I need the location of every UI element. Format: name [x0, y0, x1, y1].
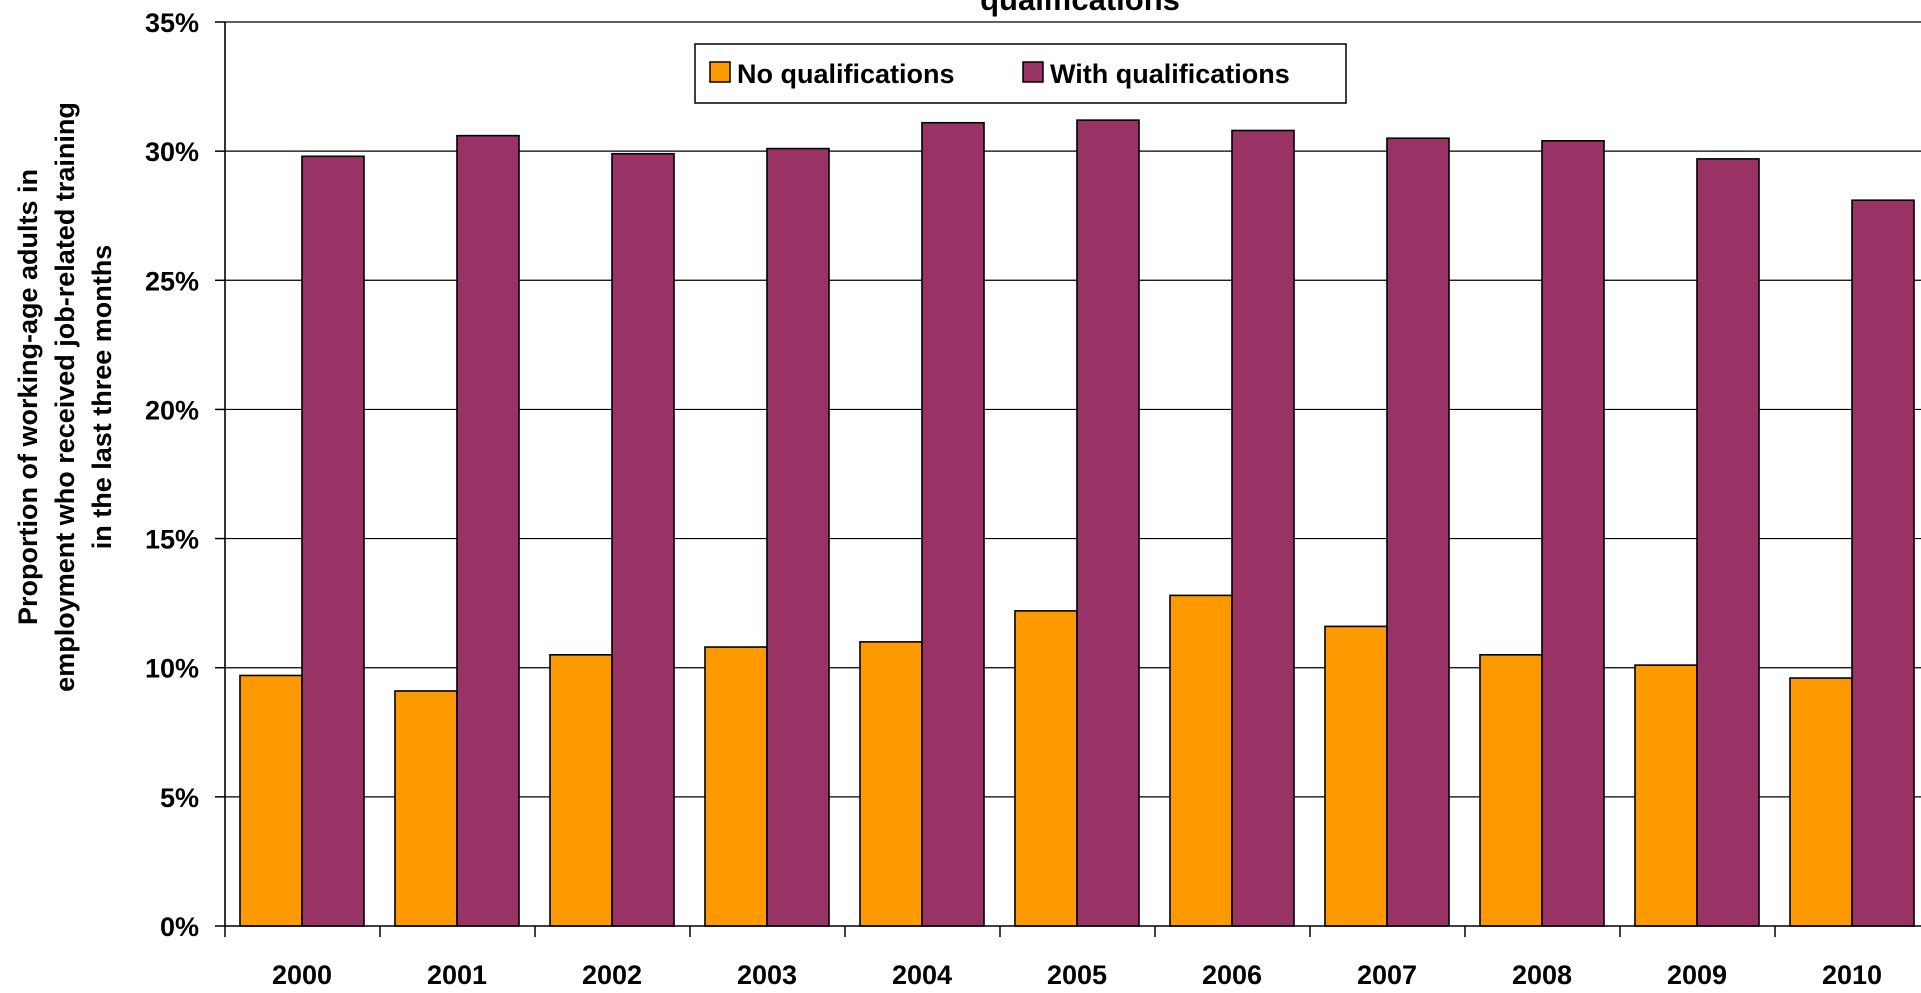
- legend-box: [694, 43, 1347, 104]
- x-tick-label: 2000: [272, 960, 332, 988]
- bars: [239, 119, 1915, 927]
- x-tick-labels: 2000 2001 2002 2003 2004 2005 2006 2007 2008 2009…: [272, 960, 1882, 990]
- legend: No qualifications With qualifications: [694, 43, 1347, 104]
- bar-with-qualifications-2009: [1696, 158, 1760, 927]
- bar-with-qualifications-2007: [1386, 137, 1450, 927]
- bar-with-qualifications-2001: [456, 134, 520, 927]
- bar-with-qualifications-2005: [1076, 119, 1140, 927]
- bar-with-qualifications-2003: [766, 147, 830, 927]
- y-axis-label: Proportion of working-age adults in empl…: [13, 102, 117, 692]
- bar-no-qualifications-2006: [1169, 594, 1233, 927]
- y-tick-label: 30%: [145, 137, 199, 167]
- legend-label-with-qualifications: With qualifications: [1050, 59, 1290, 89]
- y-tick-labels: 0% 5% 10% 15% 20% 25% 30% 35%: [145, 8, 199, 942]
- axes: [224, 22, 1921, 937]
- x-tick-label: 2005: [1047, 960, 1107, 988]
- y-tick-label: 10%: [145, 654, 199, 684]
- x-tick-label: 2008: [1512, 960, 1572, 988]
- x-tick-label: 2004: [892, 960, 952, 988]
- y-tick-label: 35%: [145, 8, 199, 38]
- y-tick-label: 15%: [145, 525, 199, 555]
- bar-with-qualifications-2008: [1541, 140, 1605, 927]
- y-axis-label-line-1: Proportion of working-age adults in: [13, 169, 43, 625]
- x-tick-label: 2009: [1667, 960, 1727, 988]
- x-tick-label: 2001: [427, 960, 487, 988]
- bar-with-qualifications-2000: [301, 155, 365, 927]
- x-tick-label: 2007: [1357, 960, 1417, 988]
- bar-no-qualifications-2002: [549, 653, 613, 927]
- legend-label-no-qualifications: No qualifications: [737, 59, 955, 89]
- bar-no-qualifications-2005: [1014, 610, 1078, 927]
- x-tick-label: 2002: [582, 960, 642, 988]
- y-tick-label: 25%: [145, 266, 199, 296]
- y-axis-label-line-3: in the last three months: [87, 245, 117, 550]
- y-tick-label: 0%: [160, 912, 199, 942]
- y-tick-label: 20%: [145, 395, 199, 425]
- bar-no-qualifications-2007: [1324, 625, 1388, 927]
- bar-no-qualifications-2008: [1479, 653, 1543, 927]
- bar-no-qualifications-2009: [1634, 664, 1698, 927]
- bar-with-qualifications-2002: [611, 152, 675, 927]
- bar-with-qualifications-2010: [1851, 199, 1915, 927]
- x-tick-label: 2006: [1202, 960, 1262, 988]
- x-tick-label: 2010: [1822, 960, 1882, 988]
- chart-title: qualifications: [980, 0, 1180, 17]
- bar-no-qualifications-2001: [394, 690, 458, 927]
- legend-swatch-no-qualifications: [709, 61, 731, 83]
- bar-no-qualifications-2010: [1789, 677, 1853, 927]
- bar-no-qualifications-2000: [239, 674, 303, 927]
- bar-with-qualifications-2006: [1231, 129, 1295, 927]
- x-tick-label: 2003: [737, 960, 797, 988]
- y-tick-label: 5%: [160, 783, 199, 813]
- y-axis-label-line-2: employment who received job-related trai…: [50, 102, 80, 692]
- legend-swatch-with-qualifications: [1022, 61, 1044, 83]
- bar-no-qualifications-2004: [859, 641, 923, 927]
- bar-no-qualifications-2003: [704, 646, 768, 927]
- bar-with-qualifications-2004: [921, 121, 985, 927]
